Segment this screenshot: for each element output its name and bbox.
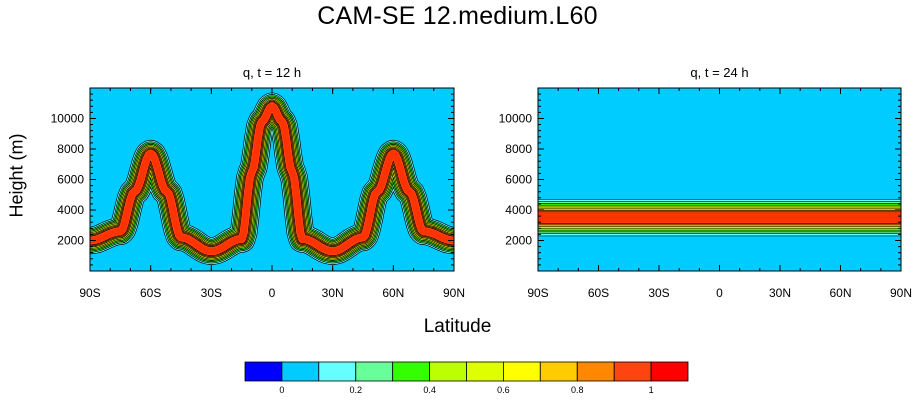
colorbar-swatch (539, 361, 578, 382)
y-tick-label: 2000 (505, 234, 532, 248)
colorbar-label: 0 (279, 385, 284, 395)
x-axis-label: Latitude (423, 316, 492, 337)
colorbar-label: 0.4 (423, 385, 436, 395)
panel-title: q, t = 24 h (690, 65, 748, 80)
colorbar-label: 1 (649, 385, 654, 395)
y-tick-label: 10000 (51, 112, 85, 126)
y-tick-label: 8000 (505, 142, 532, 156)
colorbar-swatch (429, 361, 467, 382)
colorbar-swatch (466, 361, 504, 382)
x-tick-label: 0 (716, 286, 723, 300)
x-tick-label: 90S (79, 286, 100, 300)
colorbar-swatch (392, 361, 431, 382)
colorbar-swatch (318, 361, 357, 382)
panel-right: 90S 60S 30S 0 30N 60N 90N 2000 4000 6000 8000 10000… (499, 65, 912, 300)
x-tick-label: 30N (769, 286, 791, 300)
y-tick-label: 2000 (57, 234, 84, 248)
y-tick-label: 6000 (505, 173, 532, 187)
colorbar-swatch (613, 361, 652, 382)
plot-background (538, 88, 901, 271)
x-tick-label: 30S (648, 286, 669, 300)
x-tick-label: 0 (269, 286, 276, 300)
x-tick-label: 90S (527, 286, 548, 300)
colorbar-label: 0.2 (350, 385, 363, 395)
x-tick-label: 90N (443, 286, 465, 300)
colorbar-swatch (244, 361, 283, 382)
colorbar-swatch (355, 361, 394, 382)
colorbar-swatch (502, 361, 541, 382)
figure-title: CAM-SE 12.medium.L60 (317, 2, 598, 30)
y-tick-label: 4000 (505, 203, 532, 217)
x-tick-label: 60S (588, 286, 609, 300)
tracer-core (538, 212, 901, 223)
y-tick-label: 6000 (57, 173, 84, 187)
x-tick-label: 60N (829, 286, 851, 300)
colorbar-swatch (281, 361, 320, 382)
x-tick-label: 60S (140, 286, 161, 300)
x-tick-label: 30S (201, 286, 222, 300)
y-tick-label: 4000 (57, 203, 84, 217)
x-tick-label: 90N (890, 286, 912, 300)
colorbar-swatch (650, 361, 689, 382)
y-tick-label: 10000 (499, 112, 533, 126)
tracer-field (538, 199, 901, 237)
colorbar: 0 0.2 0.4 0.6 0.8 1 (244, 361, 689, 395)
x-tick-label: 60N (382, 286, 404, 300)
panel-title: q, t = 12 h (243, 65, 301, 80)
colorbar-label: 0.8 (571, 385, 584, 395)
y-tick-label: 8000 (57, 142, 84, 156)
x-tick-label: 30N (322, 286, 344, 300)
colorbar-swatch (576, 361, 615, 382)
colorbar-label: 0.6 (497, 385, 510, 395)
tracer-core (90, 103, 454, 255)
tracer-field (90, 92, 454, 265)
panel-left: 90S 60S 30S 0 30N 60N 90N 2000 4000 6000 8000 10000… (51, 65, 465, 300)
